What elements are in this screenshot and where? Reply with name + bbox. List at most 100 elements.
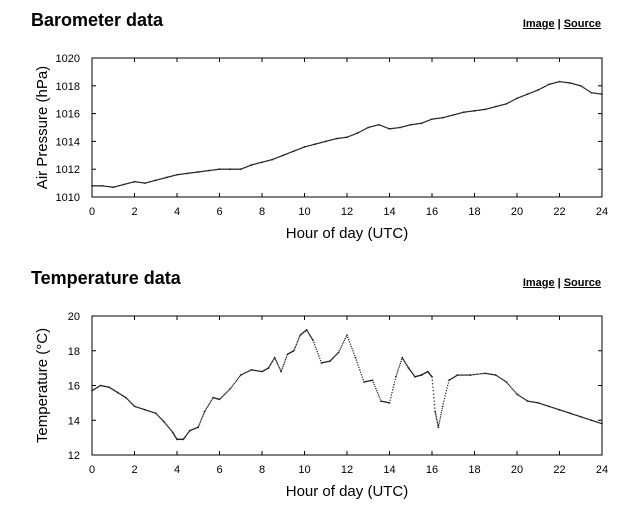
temperature-trace-point [397, 368, 400, 370]
temperature-data-point [371, 379, 374, 382]
barometer-trace-point [248, 165, 250, 167]
barometer-trace-point [423, 121, 426, 123]
barometer-trace-point [304, 145, 307, 148]
barometer-trace-point [343, 136, 345, 139]
temperature-trace-point [286, 355, 288, 357]
temperature-trace-point [399, 362, 402, 365]
temperature-data-point [505, 381, 508, 383]
temperature-trace-point [307, 331, 309, 333]
temperature-trace-point [475, 373, 477, 376]
temperature-trace-point [166, 424, 168, 426]
temperature-trace-point [155, 413, 158, 415]
temperature-trace-point [510, 387, 513, 389]
temperature-trace-point [597, 421, 599, 424]
barometer-trace-point [546, 84, 548, 87]
temperature-trace-point [358, 366, 360, 369]
barometer-trace-point [312, 144, 314, 146]
temperature-trace-point [436, 418, 438, 421]
barometer-trace-point [353, 133, 356, 136]
barometer-trace-point [401, 126, 403, 128]
temperature-trace-point [227, 390, 229, 392]
temperature-trace-point [147, 410, 150, 412]
temperature-trace-point [330, 359, 332, 362]
temperature-trace-point [278, 366, 280, 369]
barometer-trace-point [500, 104, 502, 106]
temperature-trace-point [308, 333, 310, 335]
barometer-source-link[interactable]: Source [563, 18, 601, 30]
barometer-trace-point [344, 136, 346, 139]
barometer-trace-point [193, 171, 195, 174]
barometer-trace-point [381, 125, 383, 127]
temperature-trace-point [478, 373, 480, 375]
temperature-trace-point [200, 420, 202, 422]
barometer-trace-point [418, 122, 420, 125]
barometer-x-tick-label: 4 [174, 206, 180, 218]
barometer-trace-point [162, 177, 164, 180]
temperature-data-point [469, 374, 472, 376]
temperature-trace-point [167, 426, 170, 428]
temperature-trace-point [141, 408, 143, 410]
temperature-trace-point [199, 421, 201, 424]
temperature-trace-point [507, 383, 510, 386]
barometer-trace-point [210, 169, 212, 172]
barometer-trace-point [587, 89, 589, 92]
barometer-trace-point [231, 168, 233, 170]
barometer-trace-point [272, 158, 275, 160]
barometer-trace-point [339, 137, 342, 139]
temperature-trace-point [161, 418, 163, 421]
barometer-trace-point [340, 137, 343, 139]
barometer-trace-point [244, 166, 246, 169]
temperature-trace-point [333, 356, 335, 358]
barometer-trace-point [107, 185, 109, 188]
barometer-image-link[interactable]: Image [522, 18, 555, 30]
barometer-trace-point [151, 180, 154, 182]
temperature-trace-point [440, 413, 442, 416]
temperature-trace-point [272, 359, 275, 361]
temperature-trace-point [432, 393, 435, 395]
temperature-trace-point [435, 413, 437, 416]
temperature-trace-point [360, 374, 363, 376]
barometer-trace-point [532, 91, 534, 93]
barometer-trace-point [586, 89, 588, 91]
temperature-image-link[interactable]: Image [522, 277, 555, 289]
barometer-trace-point [336, 137, 339, 140]
temperature-trace-point [309, 335, 312, 337]
barometer-trace-point [108, 186, 110, 188]
barometer-trace-point [142, 182, 144, 184]
temperature-trace-point [488, 373, 491, 375]
temperature-trace-point [438, 424, 440, 426]
barometer-trace-point [570, 82, 572, 84]
temperature-trace-point [521, 396, 524, 399]
temperature-trace-point [348, 338, 350, 341]
barometer-trace-point [499, 104, 501, 107]
temperature-trace-point [517, 394, 519, 396]
temperature-trace-point [395, 374, 398, 376]
barometer-trace-point [360, 130, 362, 133]
barometer-trace-point [135, 181, 138, 183]
temperature-source-link[interactable]: Source [563, 277, 601, 289]
barometer-trace-point [554, 82, 556, 84]
barometer-trace-point [467, 110, 469, 113]
barometer-trace-point [362, 129, 364, 131]
temperature-y-tick-label: 20 [68, 311, 80, 323]
barometer-trace-point [455, 113, 458, 115]
barometer-trace-point [412, 123, 414, 126]
barometer-trace-point [584, 87, 586, 90]
temperature-trace-point [331, 358, 333, 361]
temperature-trace-point [258, 370, 260, 372]
barometer-trace-point [522, 95, 525, 97]
barometer-trace-point [560, 81, 563, 83]
barometer-trace-point [487, 107, 490, 110]
barometer-trace-point [583, 87, 585, 89]
temperature-trace-point [341, 344, 343, 347]
barometer-trace-point [519, 96, 521, 98]
temperature-x-tick-label: 10 [298, 464, 310, 476]
temperature-trace-point [509, 386, 512, 388]
barometer-trace-point [177, 173, 179, 176]
barometer-trace-point [454, 113, 457, 116]
barometer-trace-point [337, 137, 340, 140]
temperature-trace-point [309, 334, 311, 336]
temperature-trace-point [391, 391, 393, 394]
temperature-trace-point [459, 374, 461, 376]
barometer-trace-point [459, 112, 462, 114]
